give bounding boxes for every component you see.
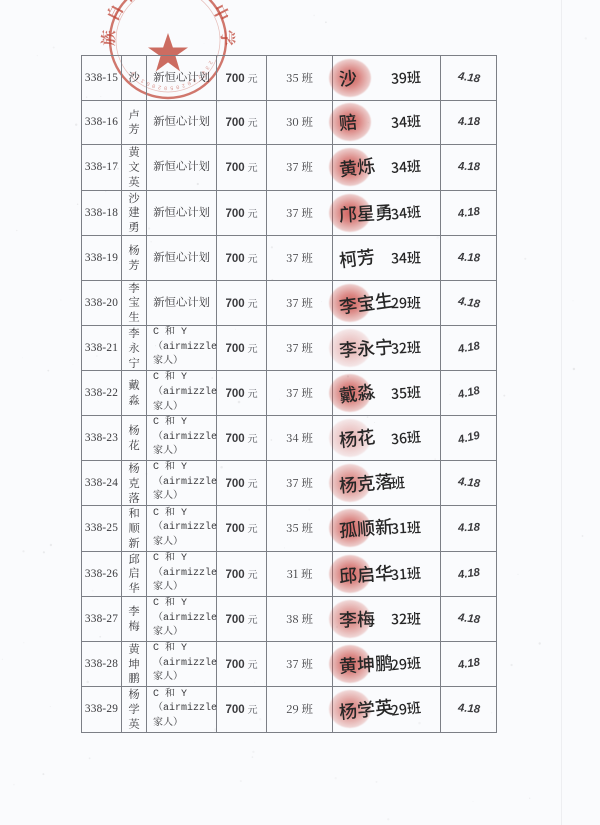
svg-text:族: 族 — [100, 29, 119, 46]
svg-text:学: 学 — [217, 29, 236, 46]
